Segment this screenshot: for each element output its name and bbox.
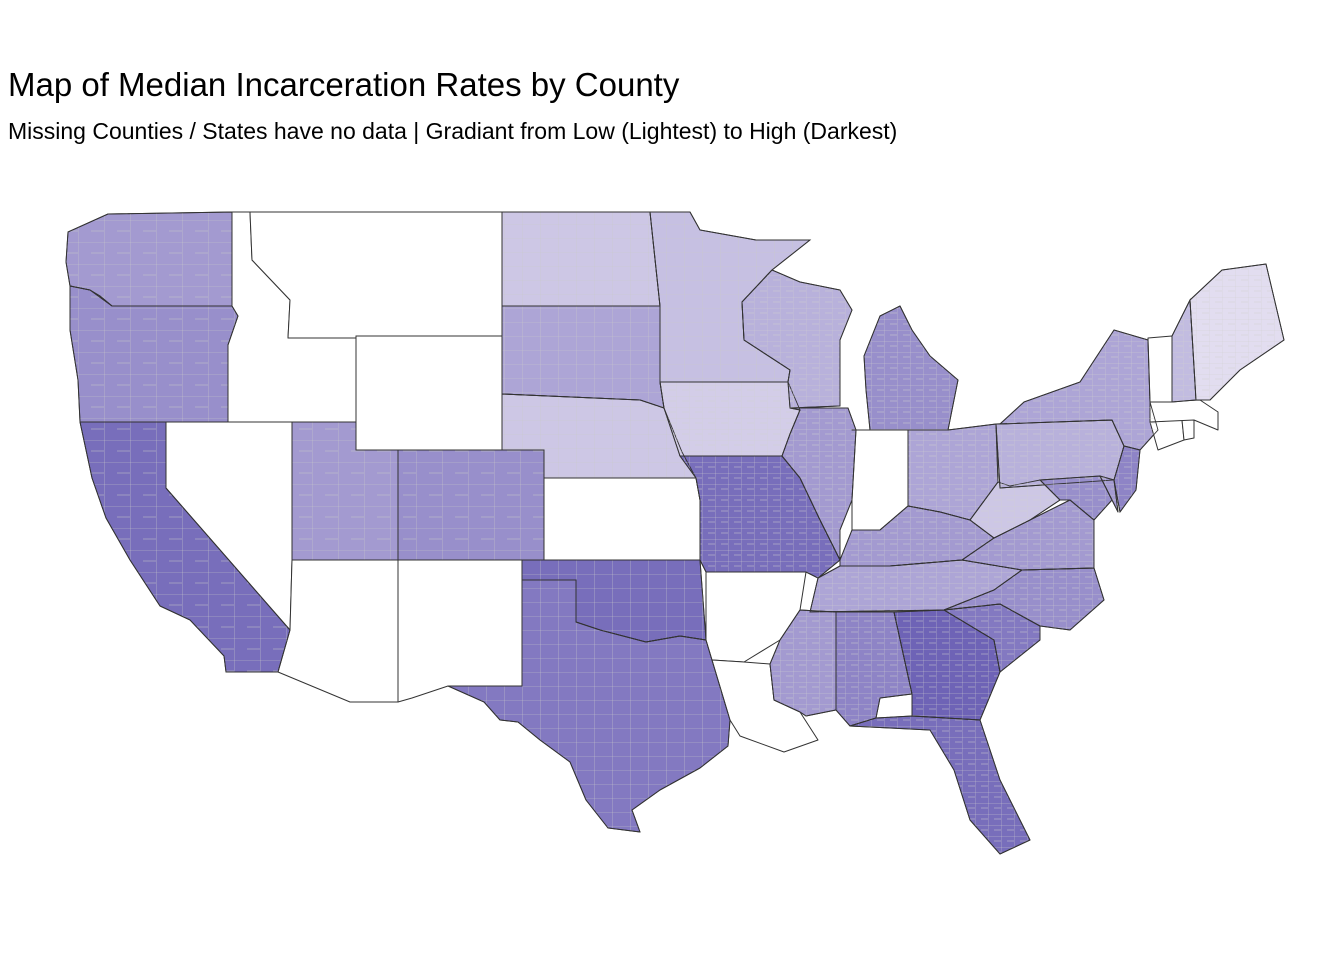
county-grid-south-dakota	[501, 305, 665, 409]
county-grid-colorado	[397, 449, 545, 561]
state-new-mexico	[397, 559, 523, 703]
county-grid-north-dakota	[501, 211, 661, 307]
county-grid-washington	[65, 211, 233, 307]
map-title: Map of Median Incarceration Rates by Cou…	[8, 66, 680, 103]
state-rhode-island	[1181, 419, 1195, 441]
county-grid-california	[79, 421, 291, 673]
county-grid-florida	[849, 715, 1031, 855]
county-grid-oregon	[69, 285, 239, 423]
county-grid-maine	[1189, 263, 1285, 401]
county-grid-layer	[65, 211, 1285, 855]
county-grid-new-jersey	[1113, 445, 1141, 514]
state-kansas	[543, 477, 701, 561]
county-grid-iowa	[659, 381, 801, 457]
state-wyoming	[355, 335, 503, 451]
county-grid-wisconsin	[741, 269, 853, 409]
county-grid-illinois	[781, 407, 857, 561]
map-subtitle: Missing Counties / States have no data |…	[8, 118, 898, 144]
county-grid-texas	[447, 579, 731, 833]
state-vermont	[1147, 335, 1173, 403]
county-grid-north-carolina	[943, 567, 1105, 631]
state-louisiana	[711, 659, 819, 753]
state-arizona	[277, 559, 399, 703]
county-grid-new-york	[998, 329, 1159, 451]
county-grid-michigan	[863, 305, 959, 431]
county-grid-delaware	[1099, 475, 1119, 513]
